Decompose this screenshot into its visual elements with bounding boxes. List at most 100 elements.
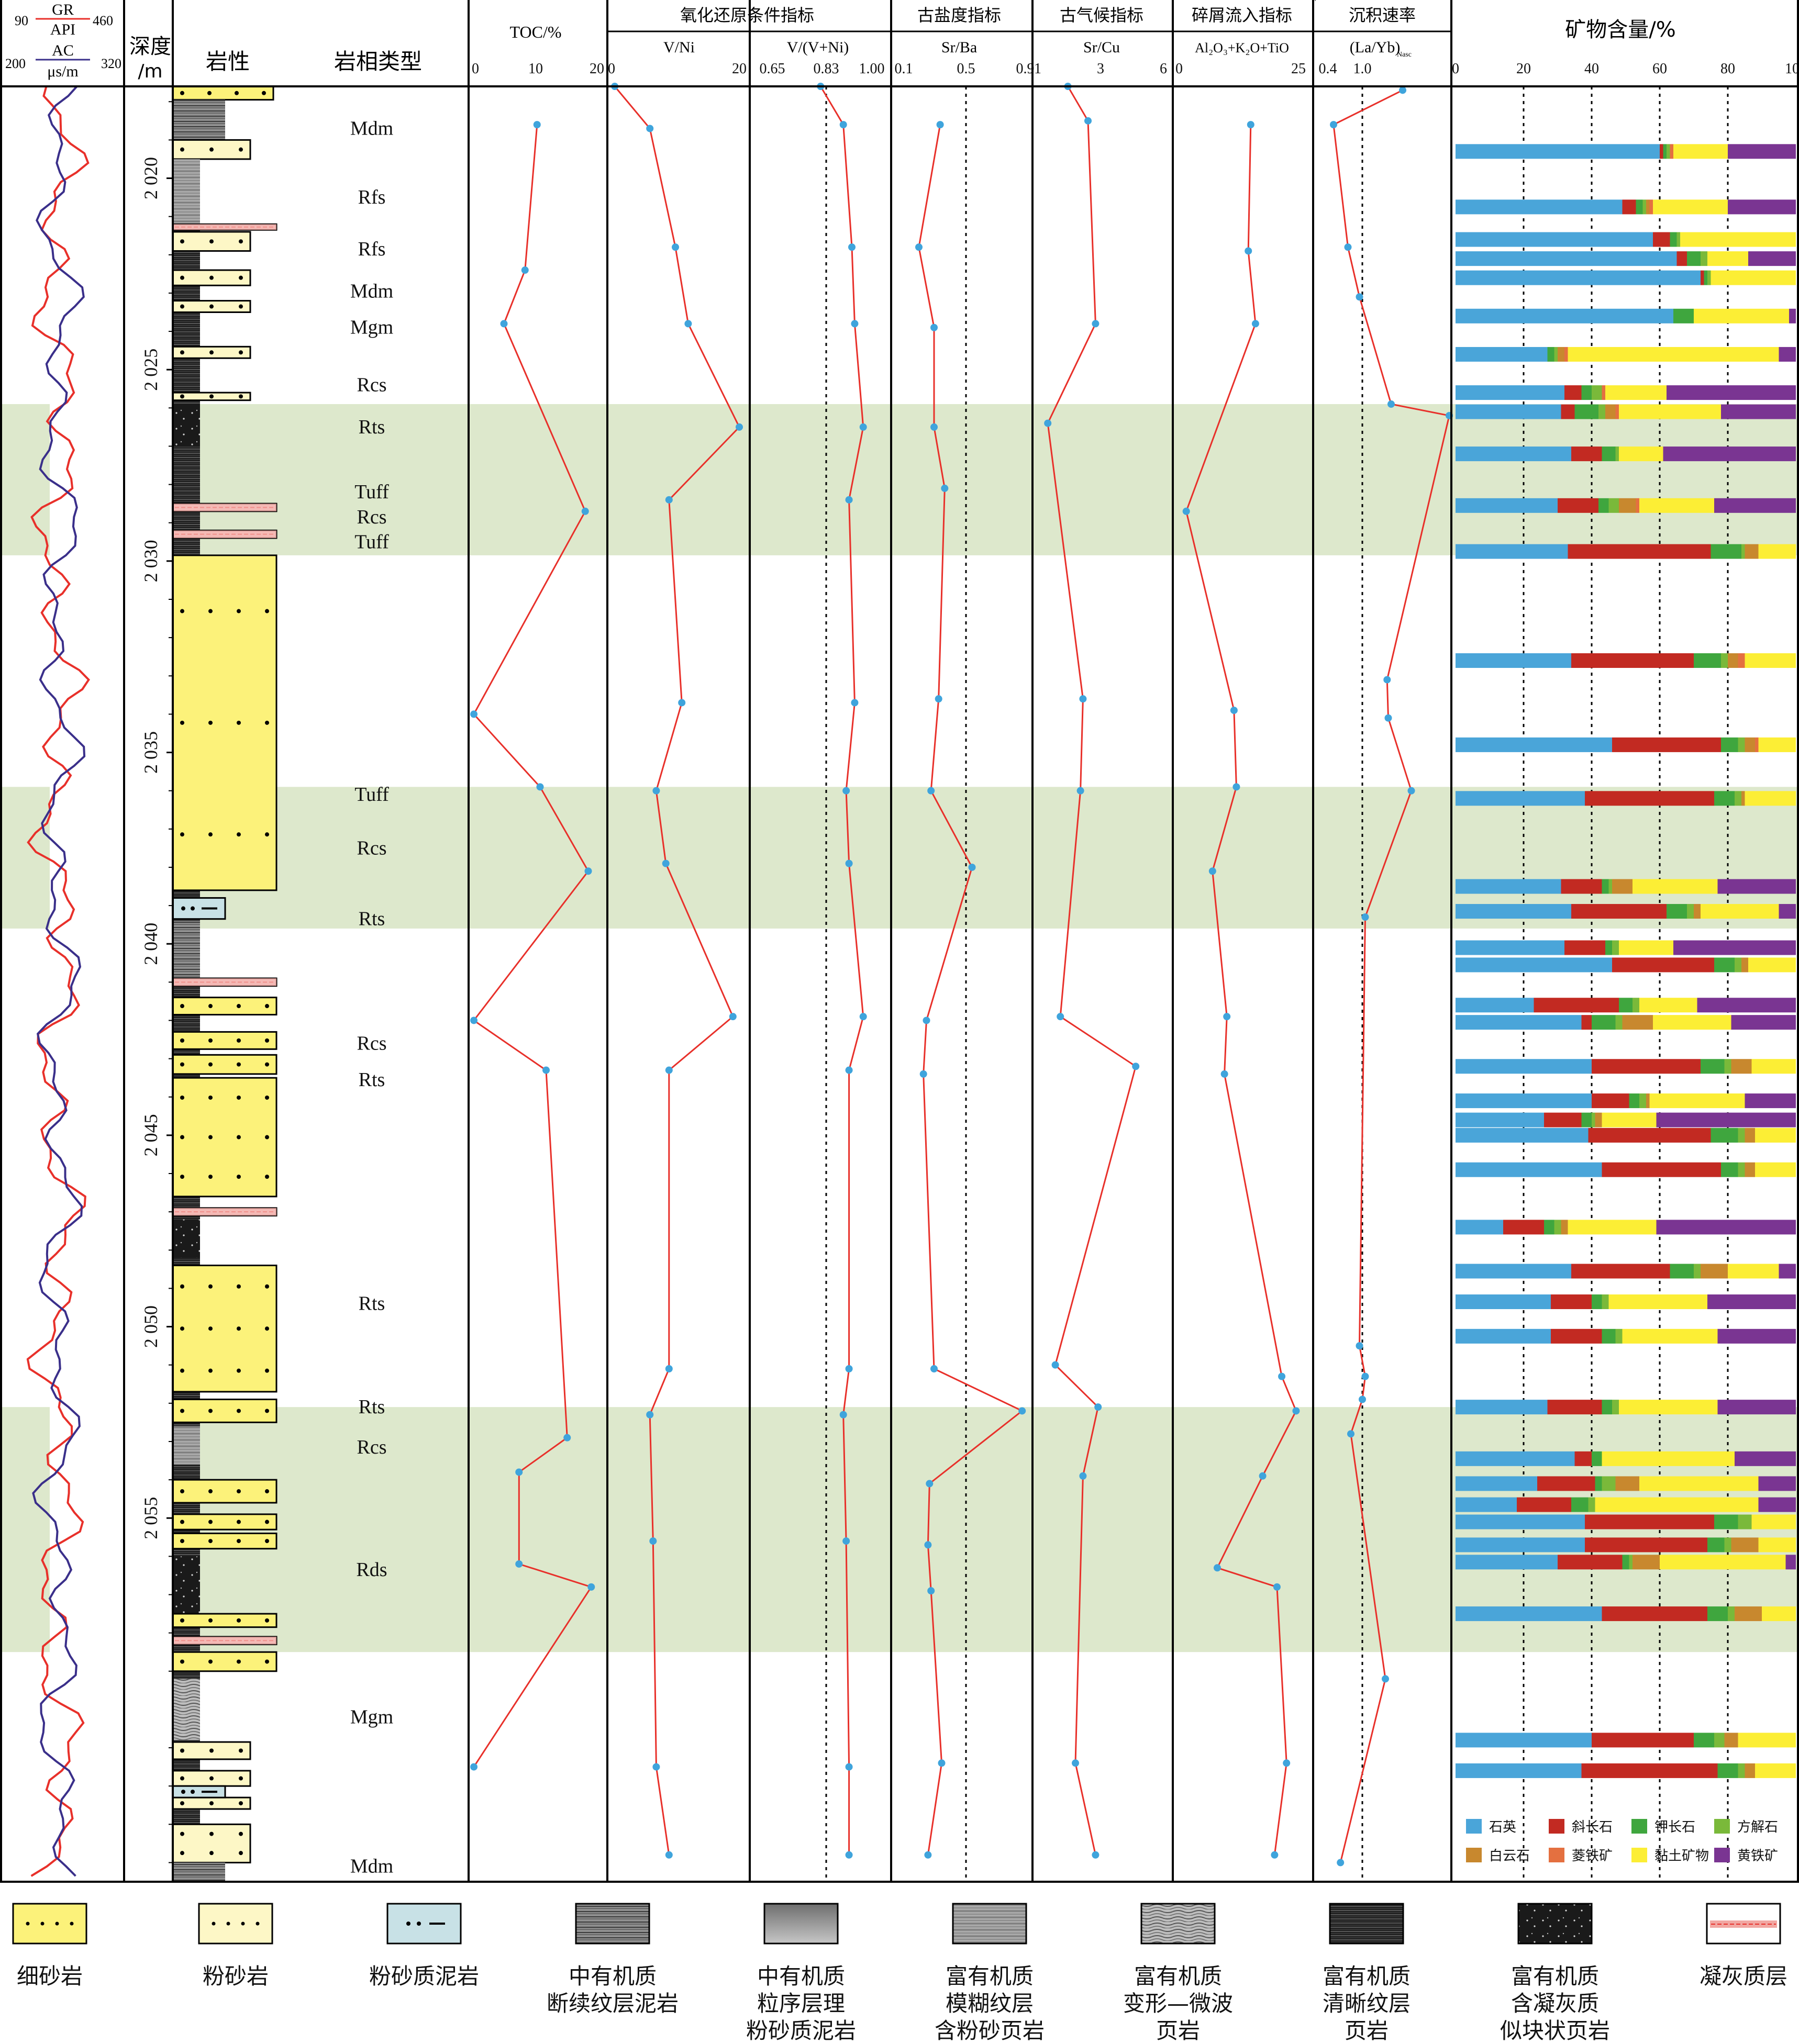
sand-dot [180, 275, 184, 280]
sand-dot [265, 832, 269, 837]
ac-min-label: 200 [5, 56, 26, 71]
facies-label-5: Rcs [357, 374, 387, 396]
mineral-bar-30-2 [1602, 1400, 1612, 1415]
well-log-curves [26, 85, 90, 1877]
mineral-bar-31-1 [1574, 1451, 1592, 1466]
series-3-point-15 [938, 1759, 946, 1767]
sand-dot [180, 239, 184, 244]
mineral-bar-27-4 [1701, 1264, 1728, 1279]
sand-dot [208, 1539, 213, 1544]
mineral-bar-8-6 [1619, 404, 1721, 419]
reference-dotted-lines [825, 86, 1729, 1882]
salinity-tick-2: 0.9 [1016, 61, 1035, 77]
mineral-bar-39-4 [1745, 1763, 1755, 1778]
sand-dot [208, 1520, 213, 1524]
mineral-bar-30-6 [1619, 1400, 1718, 1415]
facies-label-15: Rts [359, 1293, 385, 1315]
legend-dot [256, 1922, 260, 1926]
mineral-bar-27-3 [1694, 1264, 1701, 1279]
mineral-bar-3-0 [1456, 251, 1677, 266]
mineral-bar-0-3 [1667, 144, 1670, 159]
sedrate-sub-header: (La/Yb) [1350, 39, 1401, 56]
mineral-bar-14-3 [1735, 791, 1741, 806]
legend-label-7-2: 页岩 [1345, 2018, 1389, 2043]
mineral-bar-3-1 [1676, 251, 1687, 266]
mineral-bar-37-3 [1728, 1606, 1735, 1622]
sand-dot [265, 1409, 269, 1413]
lithology-legend: 细砂岩 粉砂岩 粉砂质泥岩 中有机质断续纹层泥岩中有机质粒序层理粉砂质泥岩富有机质模糊… [12, 1903, 1787, 2043]
sand-dot [265, 1135, 269, 1140]
mineral-bar-1-5 [1649, 199, 1653, 215]
mineral-bar-18-6 [1748, 957, 1796, 973]
series-5-point-2 [1251, 320, 1259, 328]
mineral-legend-label-5: 菱铁矿 [1572, 1848, 1613, 1864]
facies-label-14: Rts [359, 1069, 385, 1091]
series-6-point-15 [1337, 1859, 1345, 1867]
mineral-bar-2-2 [1670, 232, 1677, 247]
mineral-bar-10-6 [1639, 498, 1714, 513]
litho-block-blur [173, 159, 200, 225]
mineral-bar-23-3 [1592, 1112, 1595, 1127]
series-2-point-2 [848, 243, 856, 251]
series-2-point-14 [845, 1763, 853, 1771]
litho-block-silt [172, 1823, 251, 1863]
mineral-bar-9-3 [1615, 446, 1619, 462]
mineral-bar-7-7 [1667, 385, 1796, 400]
mineral-bar-22-1 [1592, 1093, 1629, 1109]
series-1-point-12 [646, 1411, 654, 1418]
sand-dot [209, 350, 214, 355]
mineral-bar-15-1 [1561, 879, 1602, 894]
mineral-bar-21-4 [1731, 1059, 1752, 1074]
series-1-point-13 [649, 1537, 657, 1545]
litho-block-tuffshale [173, 404, 200, 446]
mineral-bar-33-7 [1758, 1497, 1796, 1512]
series-line-2 [820, 86, 864, 1855]
detrital-tick-0: 0 [1175, 61, 1183, 77]
mineral-bar-7-5 [1602, 385, 1605, 400]
mineral-bar-39-2 [1717, 1763, 1738, 1778]
mud-dot [191, 906, 195, 911]
mineral-bar-5-2 [1673, 308, 1694, 323]
mineral-bar-26-0 [1456, 1220, 1503, 1235]
legend-label-9-0: 凝灰质层 [1700, 1963, 1787, 1989]
mineral-bar-17-2 [1605, 940, 1612, 955]
legend-dot [226, 1922, 230, 1926]
series-5-point-0 [1247, 121, 1254, 129]
litho-block-tuffshale [173, 1219, 200, 1258]
mineral-bar-7-3 [1592, 385, 1602, 400]
mineral-bar-16-6 [1701, 904, 1779, 919]
mineral-bar-8-0 [1456, 404, 1561, 419]
mineral-bar-6-7 [1779, 347, 1796, 362]
litho-block-fine_sand [172, 1265, 277, 1393]
sand-dot [208, 1659, 213, 1664]
mineral-bar-23-1 [1544, 1112, 1582, 1127]
series-4-point-1 [1084, 117, 1092, 125]
mineral-bar-3-6 [1707, 251, 1748, 266]
sand-dot [239, 1748, 243, 1753]
toc-tick-2: 20 [590, 61, 604, 77]
series-6-point-2 [1344, 243, 1352, 251]
mineral-bar-10-3 [1608, 498, 1619, 513]
sand-dot [208, 1368, 213, 1373]
mineral-bar-18-1 [1612, 957, 1714, 973]
mineral-bar-28-7 [1707, 1294, 1796, 1310]
mineral-bar-13-6 [1758, 737, 1796, 752]
sand-dot [180, 91, 184, 95]
series-0-point-9 [563, 1434, 571, 1442]
mineral-bar-1-2 [1636, 199, 1643, 215]
litho-block-fine_sand [172, 1651, 277, 1672]
sand-dot [209, 1776, 214, 1781]
mineral-bar-11-1 [1568, 544, 1711, 559]
mineral-bar-31-6 [1602, 1451, 1735, 1466]
mineral-bar-15-4 [1612, 879, 1633, 894]
sand-dot [237, 1062, 241, 1067]
series-5-point-10 [1292, 1407, 1300, 1415]
mineral-bar-23-7 [1656, 1112, 1796, 1127]
vvni-tick-2: 1.00 [859, 61, 885, 77]
mineral-bar-16-3 [1687, 904, 1694, 919]
mineral-bar-16-1 [1571, 904, 1667, 919]
series-6-point-13 [1347, 1430, 1354, 1438]
mineral-bar-33-2 [1571, 1497, 1589, 1512]
legend-swatch-lam_mud [575, 1903, 650, 1945]
sand-dot [208, 609, 213, 613]
